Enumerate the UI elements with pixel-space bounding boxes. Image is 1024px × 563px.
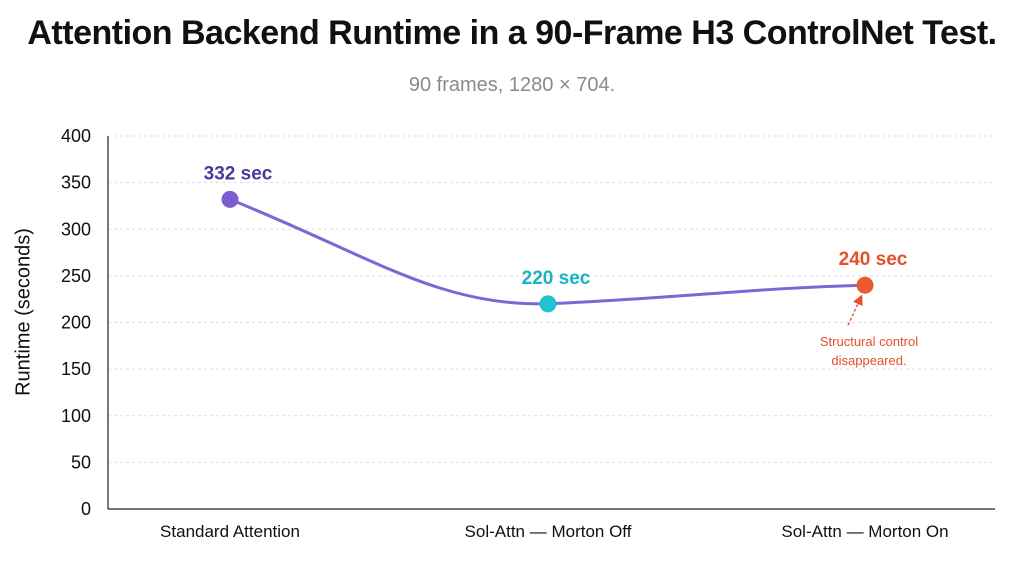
annotation-text: Structural control (820, 334, 918, 349)
x-tick-label: Sol-Attn — Morton Off (465, 522, 632, 541)
y-tick-label: 250 (61, 266, 91, 286)
annotation-arrow (847, 294, 863, 326)
x-tick-label: Sol-Attn — Morton On (781, 522, 948, 541)
y-tick-label: 100 (61, 406, 91, 426)
annotation-text: disappeared. (831, 353, 906, 368)
y-tick-label: 300 (61, 219, 91, 239)
chart-subtitle: 90 frames, 1280 × 704. (408, 74, 616, 96)
y-tick-label: 350 (61, 173, 91, 193)
annotation-group: Structural control disappeared. (820, 294, 918, 368)
grid-lines (108, 135, 995, 463)
chart-title: Attention Backend Runtime in a 90-Frame … (27, 14, 997, 52)
x-tick-label: Standard Attention (160, 522, 300, 541)
data-label: 240 sec (839, 249, 908, 270)
y-tick-label: 400 (61, 126, 91, 146)
data-point (539, 295, 557, 313)
data-point (221, 190, 239, 208)
data-labels: 332 sec 220 sec 240 sec (204, 163, 908, 288)
data-point (856, 276, 874, 294)
data-points (221, 190, 874, 313)
y-tick-label: 50 (71, 452, 91, 472)
y-tick-label: 200 (61, 313, 91, 333)
y-tick-label: 0 (81, 499, 91, 519)
axes: 0 50 100 150 200 250 300 350 400 Standard Attenti… (61, 126, 995, 541)
data-label: 220 sec (522, 268, 591, 289)
data-label: 332 sec (204, 163, 273, 184)
y-tick-label: 150 (61, 359, 91, 379)
